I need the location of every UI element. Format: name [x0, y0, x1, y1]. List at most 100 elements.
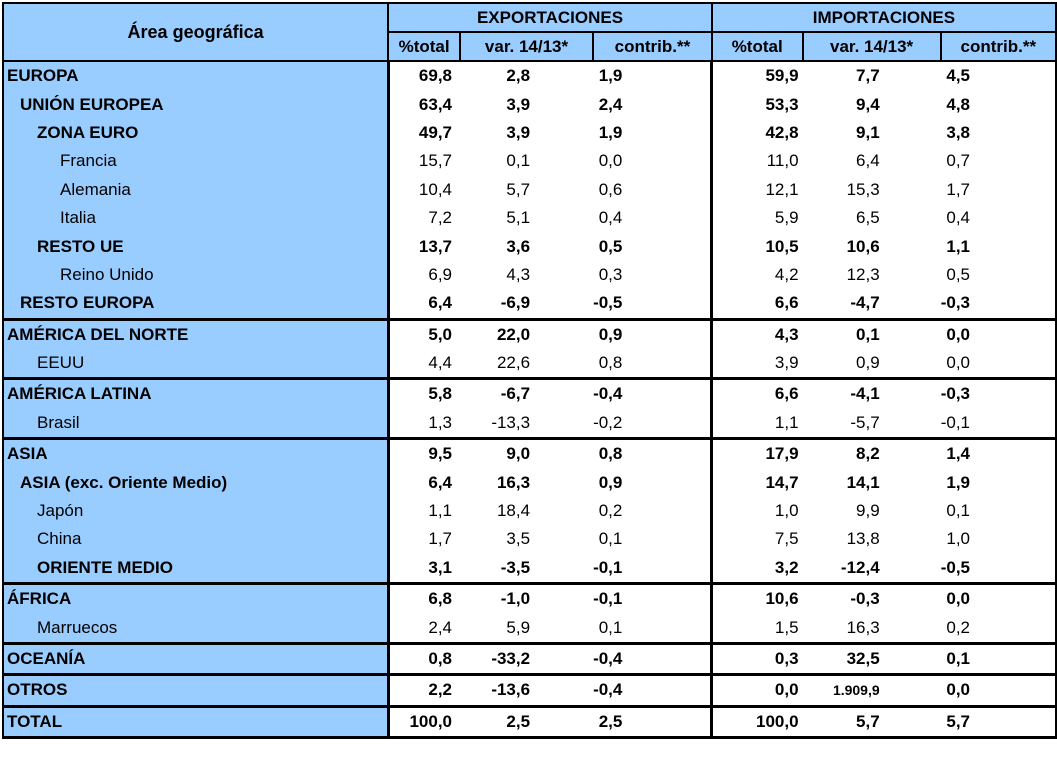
exports-var-cell: -1,0 [500, 589, 531, 609]
table-row: ORIENTE MEDIO 3,1 -3,5 -0,1 3,2 -12,4 -0,5 [1, 553, 1057, 586]
imports-contrib-cell: 0,0 [940, 674, 1057, 708]
exports-contrib-cell: 0,6 [593, 175, 713, 204]
imports-var-cell: 10,6 [846, 236, 880, 256]
row-label: ORIENTE MEDIO [1, 553, 390, 586]
exports-contrib-cell: 2,5 [593, 706, 713, 740]
exports-contrib-cell: -0,4 [593, 643, 713, 677]
table-row: Francia 15,7 0,1 0,0 11,0 6,4 0,7 [1, 147, 1057, 176]
exports-contrib-header: contrib.** [592, 31, 713, 62]
exports-total-cell: 10,4 [386, 175, 460, 204]
imports-contrib-cell: 0,1 [940, 496, 1057, 526]
imports-contrib-cell: 1,4 [940, 438, 1057, 469]
exports-total-cell: 7,2 [386, 203, 460, 233]
row-label: ÁFRICA [1, 583, 390, 614]
exports-contrib-cell: 1,9 [593, 61, 713, 91]
table-row: Marruecos 2,4 5,9 0,1 1,5 16,3 0,2 [1, 613, 1057, 645]
exports-var-cell: 16,3 [496, 472, 531, 492]
imports-var-cell: 12,3 [846, 264, 880, 284]
imports-total-cell: 5,9 [710, 203, 803, 233]
table-row: OTROS 2,2 -13,6 -0,4 0,0 1.909,9 0,0 [1, 674, 1057, 708]
exports-contrib-cell: -0,2 [593, 408, 713, 441]
exports-var-cell: 3,9 [506, 122, 531, 142]
exports-var-cell: -6,9 [460, 289, 594, 321]
table-row: OCEANÍA 0,8 -33,2 -0,4 0,3 32,5 0,1 [1, 643, 1057, 677]
imports-var-cell: 7,7 [856, 66, 880, 86]
exports-total-cell: 1,3 [386, 408, 460, 441]
imports-contrib-header: contrib.** [939, 31, 1057, 62]
table-row: Italia 7,2 5,1 0,4 5,9 6,5 0,4 [1, 203, 1057, 233]
table-row: Japón 1,1 18,4 0,2 1,0 9,9 0,1 [1, 496, 1057, 526]
row-label: Alemania [1, 175, 390, 204]
imports-total-cell: 4,2 [710, 260, 803, 290]
imports-contrib-cell: 0,7 [940, 147, 1057, 176]
imports-contrib-cell: -0,3 [940, 289, 1057, 321]
imports-contrib-cell: 1,0 [940, 525, 1057, 554]
table-body: EUROPA 69,8 2,8 1,9 59,9 7,7 4,5 UNIÓN EUROPEA 6… [1, 61, 1057, 740]
table-row: ASIA 9,5 9,0 0,8 17,9 8,2 1,4 [1, 438, 1057, 469]
table-row: AMÉRICA DEL NORTE 5,0 22,0 0,9 4,3 0,1 0,0 [1, 319, 1057, 349]
exports-total-cell: 5,8 [386, 378, 460, 409]
exports-contrib-cell: 0,1 [593, 525, 713, 554]
table-row: RESTO UE 13,7 3,6 0,5 10,5 10,6 1,1 [1, 232, 1057, 261]
exports-contrib-cell: 0,8 [593, 438, 713, 469]
exports-contrib-cell: 0,5 [593, 232, 713, 261]
exports-contrib-cell: 0,1 [593, 613, 713, 645]
exports-contrib-cell: -0,1 [593, 553, 713, 586]
exports-contrib-cell: 0,2 [593, 496, 713, 526]
table-row: TOTAL 100,0 2,5 2,5 100,0 5,7 5,7 [1, 706, 1057, 740]
imports-var-cell: -4,1 [850, 384, 880, 404]
row-label: RESTO UE [1, 232, 390, 261]
imports-contrib-cell: 4,8 [940, 90, 1057, 119]
exports-contrib-cell: 0,4 [593, 203, 713, 233]
imports-header: IMPORTACIONES [710, 2, 1057, 33]
imports-contrib-cell: 0,0 [940, 319, 1057, 349]
exports-total-header: %total [387, 31, 461, 62]
exports-total-cell: 1,7 [386, 525, 460, 554]
imports-total-cell: 1,0 [710, 496, 803, 526]
exports-var-cell: -13,6 [460, 674, 594, 708]
imports-total-cell: 12,1 [710, 175, 803, 204]
exports-contrib-cell: -0,1 [593, 583, 713, 614]
imports-contrib-cell: 0,4 [940, 203, 1057, 233]
exports-contrib-cell: 1,9 [593, 118, 713, 148]
exports-total-cell: 5,0 [386, 319, 460, 349]
imports-var-cell: 14,1 [846, 472, 880, 492]
row-label: AMÉRICA LATINA [1, 378, 390, 409]
row-label: OCEANÍA [1, 643, 390, 677]
imports-total-cell: 6,6 [710, 289, 803, 321]
exports-var-cell: 0,1 [506, 151, 531, 171]
exports-total-cell: 49,7 [386, 118, 460, 148]
imports-total-cell: 7,5 [710, 525, 803, 554]
imports-total-cell: 3,9 [710, 348, 803, 381]
row-label: ZONA EURO [1, 118, 390, 148]
imports-contrib-cell: 0,5 [940, 260, 1057, 290]
exports-contrib-cell: -0,5 [593, 289, 713, 321]
exports-contrib-cell: 2,4 [593, 90, 713, 119]
exports-total-cell: 4,4 [386, 348, 460, 381]
exports-contrib-cell: 0,9 [593, 319, 713, 349]
imports-var-cell: 16,3 [802, 613, 941, 645]
imports-contrib-cell: 1,9 [940, 468, 1057, 497]
row-label: AMÉRICA DEL NORTE [1, 319, 390, 349]
table-row: EEUU 4,4 22,6 0,8 3,9 0,9 0,0 [1, 348, 1057, 381]
row-label: Brasil [1, 408, 390, 441]
imports-contrib-cell: 5,7 [940, 706, 1057, 740]
imports-var-cell: -0,3 [850, 589, 880, 609]
imports-total-cell: 17,9 [710, 438, 803, 469]
exports-var-cell: 3,5 [506, 529, 531, 549]
imports-total-cell: 10,6 [710, 583, 803, 614]
table-row: UNIÓN EUROPEA 63,4 3,9 2,4 53,3 9,4 4,8 [1, 90, 1057, 119]
exports-var-cell: 4,3 [506, 264, 531, 284]
row-label: RESTO EUROPA [1, 289, 390, 321]
exports-contrib-cell: 0,8 [593, 348, 713, 381]
exports-total-cell: 0,8 [386, 643, 460, 677]
exports-total-cell: 9,5 [386, 438, 460, 469]
exports-total-cell: 6,9 [386, 260, 460, 290]
imports-total-cell: 3,2 [710, 553, 803, 586]
imports-total-cell: 0,3 [710, 643, 803, 677]
exports-contrib-cell: -0,4 [593, 674, 713, 708]
row-label: Francia [1, 147, 390, 176]
imports-total-cell: 1,5 [710, 613, 803, 645]
imports-var-cell: 8,2 [856, 444, 880, 464]
exports-var-cell: 5,9 [460, 613, 594, 645]
